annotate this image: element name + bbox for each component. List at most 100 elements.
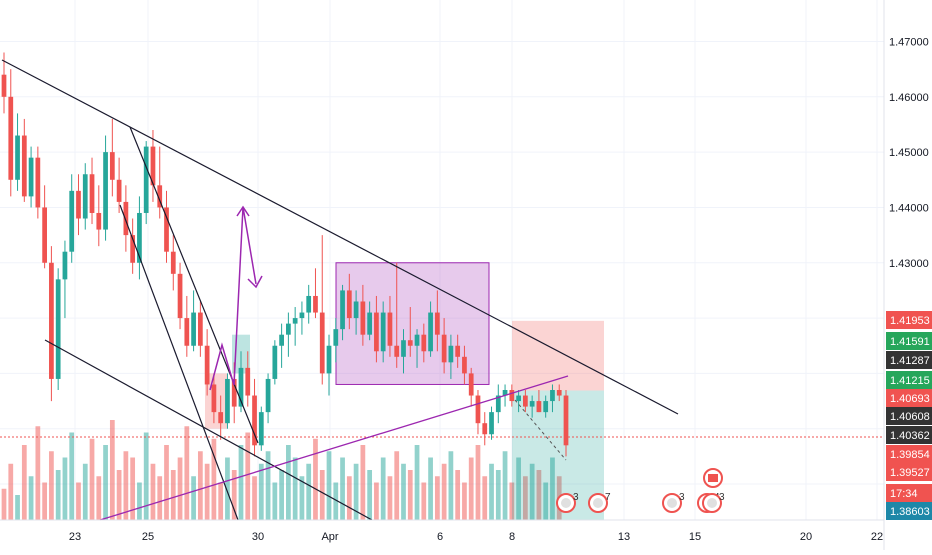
volume-bar [428,457,433,520]
volume-bar [164,445,169,520]
candle-body [536,401,542,413]
volume-bar [49,451,54,520]
trend-drawings [1,59,679,521]
volume-bar [462,482,467,520]
volume-bar [421,482,427,520]
candle-body [265,378,271,413]
volume-bar [516,457,521,520]
volume-bar [502,451,508,520]
time-axis[interactable]: 23 25 30 Apr 6 8 13 15 20 22 [0,519,884,543]
event-count-label: 7 [605,492,611,503]
candle-body [116,179,122,202]
price-label-tag: 1.41953 [886,311,932,329]
candle-body [279,334,284,346]
volume-bar [123,451,129,520]
volume-bar [292,457,298,520]
price-label-tag: 1.39854 [886,445,932,463]
price-label-bg [886,371,932,389]
candle-body [211,384,217,413]
candle-body [28,157,34,197]
candle-body [170,251,176,274]
price-tick-label: 1.47000 [889,36,929,48]
event-flag-inner [707,498,717,508]
price-label-tag: 1.41591 [886,332,932,350]
volume-bar [468,457,474,520]
volume-bar [387,476,393,520]
time-tick-label: 25 [142,531,154,543]
price-label-text: 1.41215 [890,375,930,387]
volume-bar [170,470,176,520]
event-marker[interactable]: 3 [702,492,725,513]
volume-bar [150,463,156,520]
volume-bar [143,432,149,520]
candle-body [319,312,325,374]
volume-bar [367,470,373,520]
volume-bar [1,488,7,520]
candle-body [55,279,61,379]
price-label-text: 1.41953 [890,315,930,327]
event-marker[interactable]: 7 [588,492,611,513]
stop-loss-zone [512,320,604,391]
candle-body [252,395,257,446]
candle-body [407,340,413,346]
volume-bar [523,476,528,520]
candle-body [313,295,318,313]
candle-body [441,334,447,363]
candle-body [157,185,163,208]
volume-bar [96,476,102,520]
volume-bar [299,476,305,520]
candle-body [556,390,562,396]
volume-bar [109,420,115,520]
volume-bar [82,463,88,520]
price-label-text: 1.41287 [890,355,930,367]
volume-bar [279,470,284,520]
volume-bar [495,470,501,520]
event-marker[interactable]: 3 [556,492,579,513]
event-markers[interactable]: 37343 [556,468,725,513]
volume-bar [8,463,14,520]
volume-bar [286,445,291,520]
candle-body [509,390,515,402]
price-axis[interactable]: 1.47000 1.46000 1.45000 1.44000 1.43000 1.419… [883,0,932,550]
projection-arrow-top [236,205,250,217]
price-label-tag: 17:34 [886,484,932,502]
volume-bar [245,432,251,520]
candle-body [197,312,203,346]
volume-bar [441,463,447,520]
price-label-text: 1.41591 [890,336,930,348]
volume-bar [543,482,549,520]
volume-bar [340,457,345,520]
projection-path [209,206,257,391]
price-label-tag: 1.40362 [886,426,932,444]
price-label-tag: 1.40608 [886,407,932,425]
volume-bar [265,451,271,520]
volume-bar [42,482,47,520]
volume-bar [529,463,535,520]
price-label-bg [886,332,932,350]
volume-bar [191,476,196,520]
candle-body [360,301,366,335]
volume-bar [89,438,95,520]
candle-body [529,401,535,407]
event-marker-canada[interactable] [703,468,723,488]
candle-body [42,207,47,263]
candle-body [414,334,420,346]
price-label-bg [886,463,932,481]
volume-bar [414,445,420,520]
candle-body [15,135,20,180]
volume-bar [374,482,379,520]
canada-flag-fill [708,474,718,482]
candle-body [374,312,379,352]
candle-body [428,312,433,352]
candle-body [225,378,230,424]
volume-bar [394,451,400,520]
volume-bar [197,451,203,520]
volume-bar [55,470,61,520]
candle-body [482,423,488,435]
candle-body [103,152,108,230]
event-flag-inner [593,498,603,508]
event-marker[interactable]: 3 [662,492,685,513]
candle-body [394,345,400,357]
